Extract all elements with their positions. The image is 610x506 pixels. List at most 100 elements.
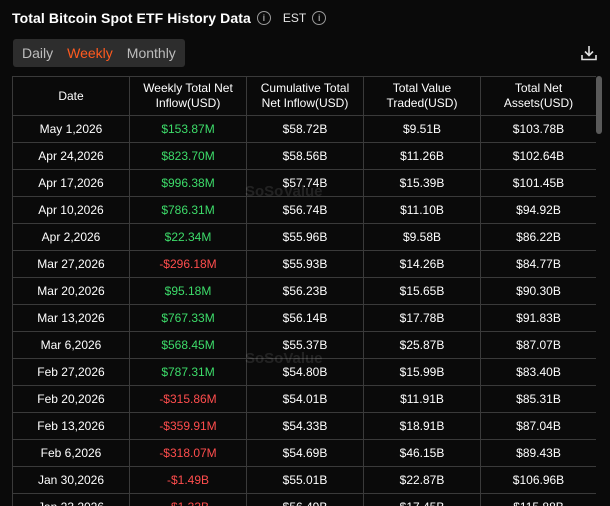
cell-value-traded: $11.26B <box>363 142 481 170</box>
table-row: May 1,2026 $153.87M $58.72B $9.51B $103.78B <box>12 115 596 143</box>
cell-cumulative-inflow: $54.80B <box>246 358 364 386</box>
cell-net-assets: $103.78B <box>480 115 596 143</box>
cell-cumulative-inflow: $58.72B <box>246 115 364 143</box>
tab-weekly[interactable]: Weekly <box>67 45 113 61</box>
cell-date: Mar 20,2026 <box>12 277 130 305</box>
table-row: Jan 23,2026-$1.33B$56.49B$17.45B$115.88B <box>12 493 596 506</box>
cell-weekly-inflow: $22.34M <box>129 223 247 251</box>
cell-net-assets: $83.40B <box>480 358 596 386</box>
cell-weekly-inflow: -$296.18M <box>129 250 247 278</box>
cell-value-traded: $9.58B <box>363 223 481 251</box>
history-table: Date Weekly Total Net Inflow(USD) Cumula… <box>12 76 596 506</box>
cell-cumulative-inflow: $54.01B <box>246 385 364 413</box>
table-scrollbar[interactable] <box>596 76 602 134</box>
cell-net-assets: $87.07B <box>480 331 596 359</box>
table-row: Apr 24,2026 $823.70M $58.56B $11.26B $102.64… <box>12 142 596 170</box>
cell-cumulative-inflow: $56.49B <box>246 493 364 506</box>
cell-value-traded: $9.51B <box>363 115 481 143</box>
cell-weekly-inflow: $767.33M <box>129 304 247 332</box>
cell-value-traded: $14.26B <box>363 250 481 278</box>
cell-weekly-inflow: -$1.49B <box>129 466 247 494</box>
cell-net-assets: $89.43B <box>480 439 596 467</box>
table-row: Apr 10,2026 $786.31M $56.74B $11.10B $94.92B <box>12 196 596 224</box>
cell-cumulative-inflow: $54.69B <box>246 439 364 467</box>
cell-value-traded: $15.65B <box>363 277 481 305</box>
period-tabs: Daily Weekly Monthly <box>13 39 185 67</box>
header-value-traded[interactable]: Total Value Traded(USD) <box>363 76 481 116</box>
cell-net-assets: $85.31B <box>480 385 596 413</box>
table-row: Mar 27,2026 -$296.18M $55.93B $14.26B $84.77… <box>12 250 596 278</box>
header-weekly-inflow[interactable]: Weekly Total Net Inflow(USD) <box>129 76 247 116</box>
cell-value-traded: $22.87B <box>363 466 481 494</box>
cell-net-assets: $86.22B <box>480 223 596 251</box>
cell-value-traded: $11.10B <box>363 196 481 224</box>
cell-date: May 1,2026 <box>12 115 130 143</box>
table-row: Feb 27,2026 $787.31M $54.80B $15.99B $83.40B <box>12 358 596 386</box>
cell-date: Feb 6,2026 <box>12 439 130 467</box>
cell-cumulative-inflow: $54.33B <box>246 412 364 440</box>
table-row: Apr 17,2026 $996.38M $57.74B $15.39B $101.45… <box>12 169 596 197</box>
cell-date: Feb 13,2026 <box>12 412 130 440</box>
cell-weekly-inflow: $787.31M <box>129 358 247 386</box>
header-cumulative-inflow[interactable]: Cumulative Total Net Inflow(USD) <box>246 76 364 116</box>
cell-value-traded: $18.91B <box>363 412 481 440</box>
cell-date: Jan 30,2026 <box>12 466 130 494</box>
cell-weekly-inflow: -$315.86M <box>129 385 247 413</box>
cell-cumulative-inflow: $55.01B <box>246 466 364 494</box>
header: Total Bitcoin Spot ETF History Data i ES… <box>12 8 327 28</box>
table-row: Mar 6,2026 $568.45M $55.37B $25.87B $87.07B <box>12 331 596 359</box>
cell-cumulative-inflow: $55.37B <box>246 331 364 359</box>
cell-date: Apr 17,2026 <box>12 169 130 197</box>
page-title: Total Bitcoin Spot ETF History Data <box>12 10 251 26</box>
cell-net-assets: $102.64B <box>480 142 596 170</box>
tab-monthly[interactable]: Monthly <box>126 45 176 61</box>
cell-date: Feb 27,2026 <box>12 358 130 386</box>
table-row: Jan 30,2026 -$1.49B $55.01B $22.87B $106.96B <box>12 466 596 494</box>
table-row: Mar 13,2026 $767.33M $56.14B $17.78B $91.83B <box>12 304 596 332</box>
cell-value-traded: $11.91B <box>363 385 481 413</box>
header-net-assets[interactable]: Total Net Assets(USD) <box>480 76 596 116</box>
cell-weekly-inflow: -$318.07M <box>129 439 247 467</box>
table-row: Feb 13,2026 -$359.91M $54.33B $18.91B $87.04… <box>12 412 596 440</box>
cell-date: Apr 24,2026 <box>12 142 130 170</box>
cell-value-traded: $15.39B <box>363 169 481 197</box>
cell-weekly-inflow: $568.45M <box>129 331 247 359</box>
cell-cumulative-inflow: $56.74B <box>246 196 364 224</box>
cell-weekly-inflow: -$359.91M <box>129 412 247 440</box>
table-row: Feb 20,2026 -$315.86M $54.01B $11.91B $85.31… <box>12 385 596 413</box>
table-header-row: Date Weekly Total Net Inflow(USD) Cumula… <box>12 76 596 116</box>
cell-weekly-inflow: $153.87M <box>129 115 247 143</box>
timezone-label: EST <box>282 11 307 25</box>
cell-date: Mar 6,2026 <box>12 331 130 359</box>
cell-value-traded: $25.87B <box>363 331 481 359</box>
cell-net-assets: $94.92B <box>480 196 596 224</box>
download-icon[interactable] <box>580 44 598 62</box>
timezone-info-icon[interactable]: i <box>312 11 327 25</box>
cell-cumulative-inflow: $56.14B <box>246 304 364 332</box>
table-row: Feb 6,2026 -$318.07M $54.69B $46.15B $89.43B <box>12 439 596 467</box>
cell-weekly-inflow: $786.31M <box>129 196 247 224</box>
cell-value-traded: $46.15B <box>363 439 481 467</box>
cell-date: Jan 23,2026 <box>12 493 130 506</box>
cell-cumulative-inflow: $57.74B <box>246 169 364 197</box>
cell-weekly-inflow: $95.18M <box>129 277 247 305</box>
cell-net-assets: $87.04B <box>480 412 596 440</box>
cell-net-assets: $91.83B <box>480 304 596 332</box>
cell-weekly-inflow: -$1.33B <box>129 493 247 506</box>
info-icon[interactable]: i <box>256 11 271 25</box>
history-table-container: Date Weekly Total Net Inflow(USD) Cumula… <box>12 76 596 506</box>
cell-net-assets: $90.30B <box>480 277 596 305</box>
cell-net-assets: $115.88B <box>480 493 596 506</box>
header-date[interactable]: Date <box>12 76 130 116</box>
cell-date: Feb 20,2026 <box>12 385 130 413</box>
cell-cumulative-inflow: $58.56B <box>246 142 364 170</box>
cell-net-assets: $106.96B <box>480 466 596 494</box>
cell-cumulative-inflow: $56.23B <box>246 277 364 305</box>
cell-date: Apr 2,2026 <box>12 223 130 251</box>
cell-net-assets: $101.45B <box>480 169 596 197</box>
cell-net-assets: $84.77B <box>480 250 596 278</box>
cell-weekly-inflow: $823.70M <box>129 142 247 170</box>
tab-daily[interactable]: Daily <box>22 45 54 61</box>
cell-weekly-inflow: $996.38M <box>129 169 247 197</box>
